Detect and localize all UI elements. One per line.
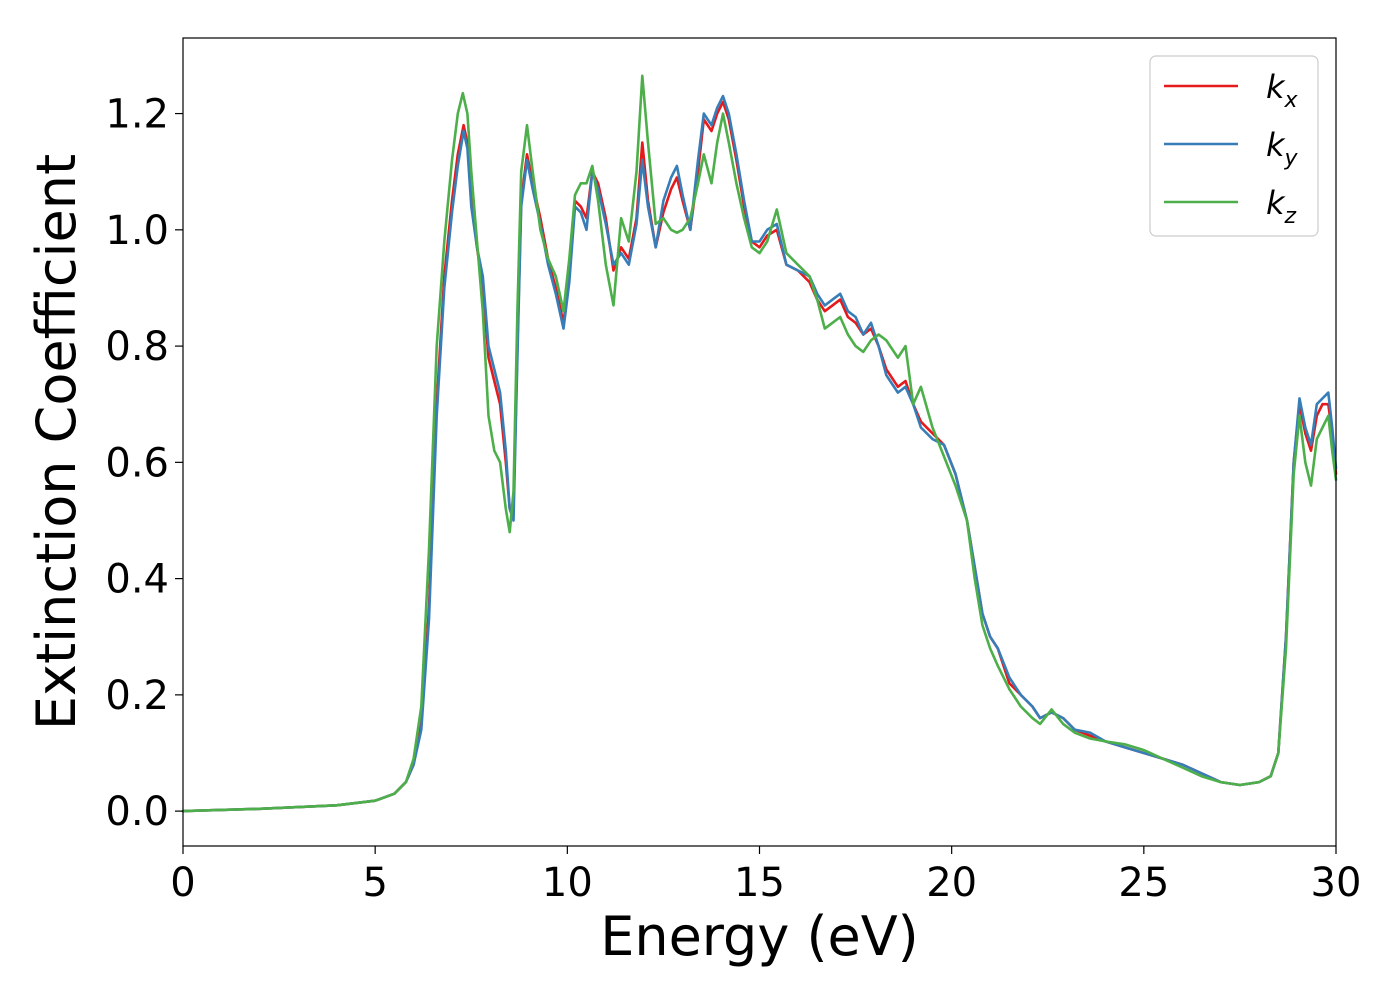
y-tick-label: 1.0 [105,208,169,254]
y-tick-label: 0.6 [105,440,169,486]
x-axis-ticks: 0 5 10 15 20 25 30 [170,846,1361,906]
y-axis-title: Extinction Coefficient [25,154,88,730]
y-tick-label: 1.2 [105,92,169,138]
plot-background [183,38,1336,846]
x-tick-label: 20 [926,860,977,906]
y-tick-label: 0.0 [105,789,169,835]
y-axis-ticks: 0.0 0.2 0.4 0.6 0.8 1.0 1.2 [105,92,183,835]
x-axis-title: Energy (eV) [600,905,919,968]
y-tick-label: 0.8 [105,324,169,370]
x-tick-label: 10 [542,860,593,906]
legend-box [1149,55,1319,237]
y-tick-label: 0.2 [105,673,169,719]
series-line-ky [181,94,1338,813]
x-tick-label: 30 [1311,860,1362,906]
x-tick-label: 25 [1118,860,1169,906]
series-line-kz [181,74,1338,813]
x-tick-label: 15 [734,860,785,906]
y-tick-label: 0.4 [105,557,169,603]
x-tick-label: 0 [170,860,195,906]
series-layer [181,74,1338,813]
x-tick-label: 5 [362,860,387,906]
